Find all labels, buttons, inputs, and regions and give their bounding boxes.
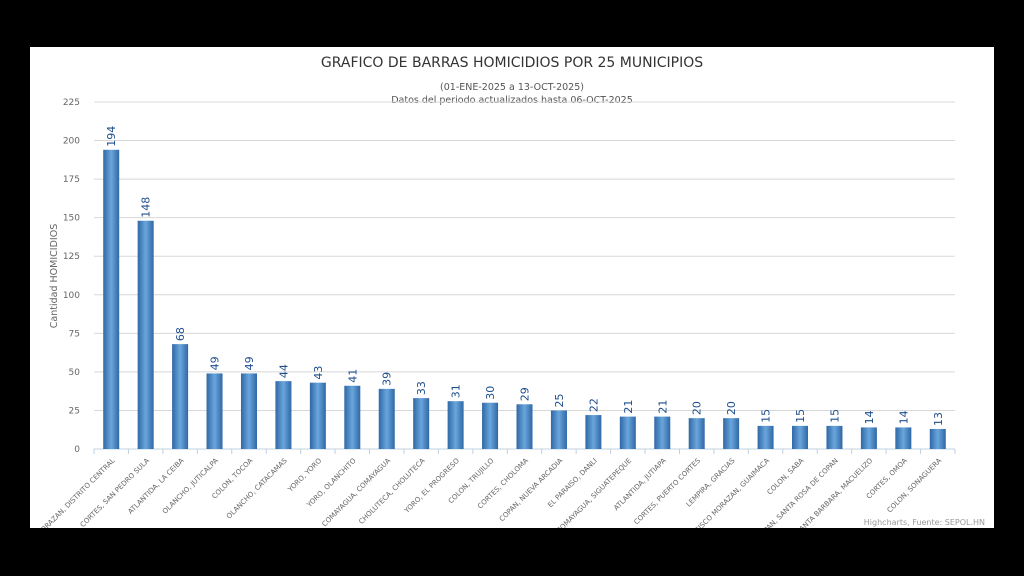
- data-label: 68: [174, 327, 187, 341]
- x-tick-label: YORO, YORO: [286, 456, 324, 494]
- bar[interactable]: [206, 373, 223, 449]
- data-label: 14: [897, 410, 910, 424]
- x-tick-label: CHOLUTECA, CHOLUTECA: [357, 457, 426, 526]
- data-label: 15: [794, 409, 807, 423]
- chart-panel: GRAFICO DE BARRAS HOMICIDIOS POR 25 MUNI…: [30, 47, 994, 528]
- bar[interactable]: [516, 404, 533, 449]
- y-tick-label: 225: [63, 98, 80, 108]
- bar[interactable]: [275, 381, 292, 449]
- data-label: 194: [105, 126, 118, 147]
- bar[interactable]: [757, 425, 774, 449]
- chart-title: GRAFICO DE BARRAS HOMICIDIOS POR 25 MUNI…: [321, 55, 703, 71]
- bar[interactable]: [344, 385, 361, 449]
- data-label: 22: [587, 398, 600, 412]
- bar[interactable]: [826, 425, 843, 449]
- y-axis-title: Cantidad HOMICIDIOS: [49, 224, 60, 328]
- y-tick-label: 200: [63, 137, 80, 147]
- bar[interactable]: [447, 401, 464, 449]
- chart-subtitle-1: (01-ENE-2025 a 13-OCT-2025): [440, 82, 584, 93]
- data-label: 20: [725, 401, 738, 415]
- data-label: 39: [381, 372, 394, 386]
- data-label: 15: [828, 409, 841, 423]
- data-label: 148: [140, 197, 153, 218]
- bar[interactable]: [550, 410, 567, 449]
- bar[interactable]: [413, 398, 430, 449]
- y-tick-label: 175: [63, 175, 80, 185]
- chart-credits: Highcharts, Fuente: SEPOL.HN: [864, 518, 985, 527]
- bar[interactable]: [240, 373, 257, 449]
- data-label: 21: [656, 400, 669, 414]
- bar[interactable]: [482, 402, 499, 449]
- x-tick-label: OLANCHO, CATACAMAS: [225, 456, 289, 520]
- bar[interactable]: [137, 220, 154, 449]
- y-tick-label: 25: [69, 406, 80, 416]
- data-label: 14: [863, 410, 876, 424]
- bar[interactable]: [619, 416, 636, 449]
- data-label: 21: [622, 400, 635, 414]
- bar[interactable]: [654, 416, 671, 449]
- x-tick-label: CORTES, PUERTO CORTES: [633, 456, 703, 526]
- data-label: 41: [346, 369, 359, 383]
- bar[interactable]: [309, 382, 326, 449]
- bar[interactable]: [860, 427, 877, 449]
- bar[interactable]: [585, 415, 602, 449]
- bar[interactable]: [103, 149, 120, 449]
- chart-subtitle-2: Datos del periodo actualizados hasta 06-…: [391, 95, 633, 106]
- data-label: 31: [450, 384, 463, 398]
- data-label: 20: [691, 401, 704, 415]
- x-tick-label: CORTES, SAN PEDRO SULA: [79, 457, 151, 528]
- y-tick-label: 75: [69, 329, 80, 339]
- y-tick-label: 125: [63, 252, 80, 262]
- bar[interactable]: [723, 418, 740, 449]
- y-tick-label: 150: [63, 214, 80, 224]
- bar-chart: GRAFICO DE BARRAS HOMICIDIOS POR 25 MUNI…: [30, 55, 985, 528]
- data-label: 29: [519, 387, 532, 401]
- data-label: 13: [932, 412, 945, 426]
- x-tick-label: COMAYAGUA, COMAYAGUA: [321, 457, 393, 528]
- data-label: 49: [209, 356, 222, 370]
- data-label: 44: [277, 364, 290, 378]
- bar[interactable]: [688, 418, 705, 449]
- y-tick-label: 0: [74, 445, 80, 455]
- data-label: 25: [553, 393, 566, 407]
- x-tick-label: FRANCISCO MORAZAN, DISTRITO CENTRAL: [30, 457, 117, 528]
- bar[interactable]: [929, 428, 946, 449]
- bar[interactable]: [378, 388, 395, 449]
- bar[interactable]: [792, 425, 809, 449]
- y-tick-label: 50: [69, 368, 81, 378]
- data-label: 49: [243, 356, 256, 370]
- y-tick-label: 100: [63, 291, 80, 301]
- bar[interactable]: [172, 344, 189, 449]
- bar[interactable]: [895, 427, 912, 449]
- data-label: 33: [415, 381, 428, 395]
- data-label: 43: [312, 366, 325, 380]
- data-label: 15: [760, 409, 773, 423]
- x-tick-label: COPAN, NUEVA ARCADIA: [498, 457, 565, 524]
- data-label: 30: [484, 386, 497, 400]
